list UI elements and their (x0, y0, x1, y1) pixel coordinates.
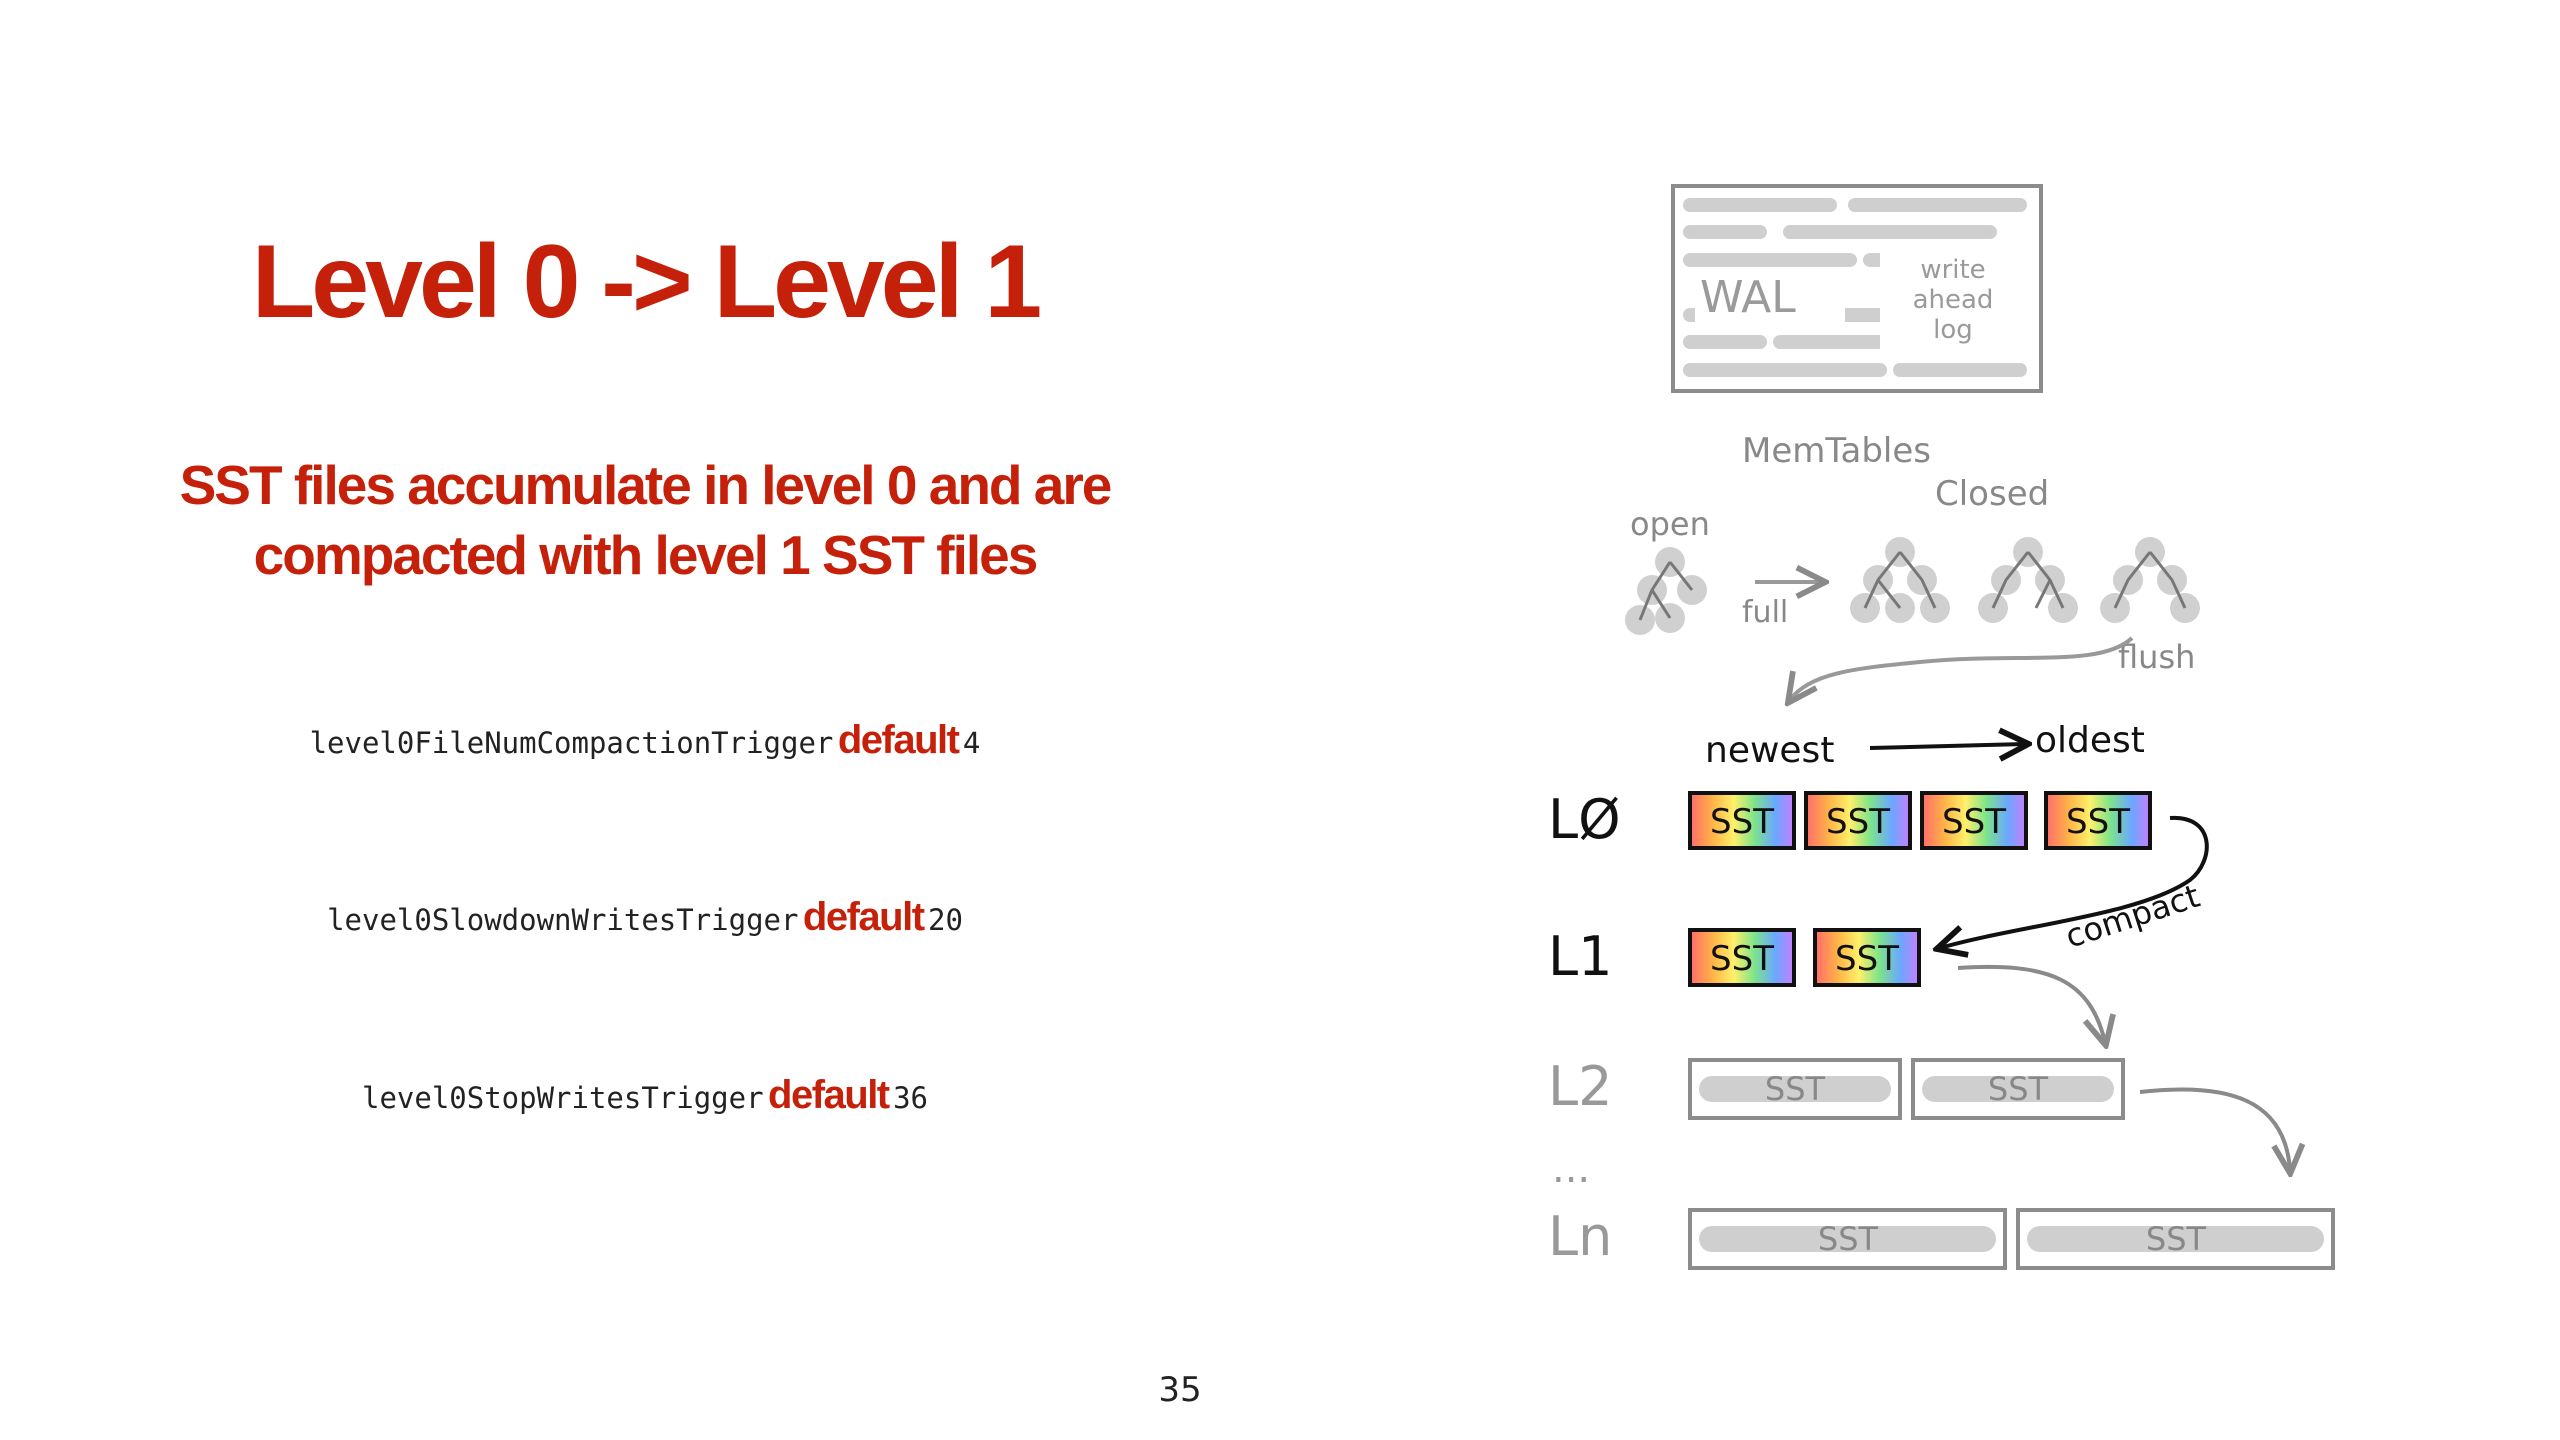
newest-label: newest (1705, 730, 1834, 771)
wal-note-line-1: write (1920, 255, 1985, 285)
sst-label: SST (1818, 1220, 1879, 1258)
param-name: level0FileNumCompactionTrigger (309, 726, 834, 760)
memtable-flush-label: flush (2118, 638, 2195, 676)
level-label-ln: Ln (1548, 1205, 1612, 1268)
ln-sst-file: SST (1688, 1208, 2007, 1270)
sst-label: SST (2066, 802, 2130, 842)
l1-sst-file: SST (1688, 928, 1796, 987)
param-row: level0FileNumCompactionTrigger default 4 (0, 718, 1290, 763)
wal-note-line-2: ahead (1913, 285, 1994, 315)
l0-sst-file: SST (2044, 791, 2152, 850)
memtable-tree-closed (1850, 537, 1950, 623)
param-row: level0StopWritesTrigger default 36 (0, 1073, 1290, 1118)
slide-title: Level 0 -> Level 1 (251, 224, 1043, 340)
l2-sst-file: SST (1688, 1058, 1902, 1120)
compact-label: compact (2061, 877, 2204, 956)
memtable-closed-label: Closed (1935, 474, 2049, 514)
memtable-full-label: full (1742, 595, 1788, 630)
param-row: level0SlowdownWritesTrigger default 20 (0, 895, 1290, 940)
param-name: level0SlowdownWritesTrigger (327, 903, 799, 937)
subtitle-line-2: compacted with level 1 SST files (253, 524, 1039, 586)
wal-label: WAL (1700, 272, 1796, 323)
l2-to-ln-arrow (2139, 1087, 2290, 1170)
sst-label: SST (1710, 802, 1774, 842)
wal-box: WAL write ahead log (1671, 184, 2043, 393)
memtable-open-label: open (1630, 505, 1710, 543)
l1-sst-file: SST (1813, 928, 1921, 987)
l0-sst-file: SST (1688, 791, 1796, 850)
param-value: 4 (962, 726, 981, 760)
memtables-title: MemTables (1742, 431, 1931, 471)
sst-label: SST (1835, 939, 1899, 979)
sst-label: SST (1942, 802, 2006, 842)
flush-arrow (1790, 636, 2134, 700)
param-name: level0StopWritesTrigger (361, 1081, 764, 1115)
slide-subtitle: SST files accumulate in level 0 and are … (80, 450, 1210, 590)
order-arrow (1869, 744, 2025, 748)
wal-note-line-3: log (1933, 315, 1973, 345)
memtable-tree-open (1625, 547, 1707, 635)
sst-label: SST (1765, 1070, 1826, 1108)
level-ellipsis: ... (1552, 1146, 1590, 1192)
memtable-tree-closed (1978, 537, 2078, 623)
param-value: 36 (893, 1081, 929, 1115)
level-label-l0: LØ (1548, 788, 1621, 851)
l2-sst-file: SST (1911, 1058, 2125, 1120)
sst-label: SST (1988, 1070, 2049, 1108)
l0-sst-file: SST (1804, 791, 1912, 850)
l0-sst-file: SST (1920, 791, 2028, 850)
sst-label: SST (1710, 939, 1774, 979)
page-number: 35 (1158, 1370, 1202, 1410)
oldest-label: oldest (2035, 720, 2145, 761)
subtitle-line-1: SST files accumulate in level 0 and are (179, 454, 1113, 516)
memtable-tree-closed (2100, 537, 2200, 623)
param-default-keyword: default (837, 718, 960, 762)
param-value: 20 (928, 903, 963, 937)
ln-sst-file: SST (2016, 1208, 2335, 1270)
param-default-keyword: default (802, 895, 925, 939)
l1-to-l2-arrow (1957, 964, 2105, 1042)
sst-label: SST (1826, 802, 1890, 842)
param-default-keyword: default (768, 1073, 890, 1117)
level-label-l1: L1 (1548, 925, 1612, 988)
compact-arrow (1940, 815, 2209, 948)
level-label-l2: L2 (1548, 1055, 1612, 1118)
sst-label: SST (2146, 1220, 2207, 1258)
